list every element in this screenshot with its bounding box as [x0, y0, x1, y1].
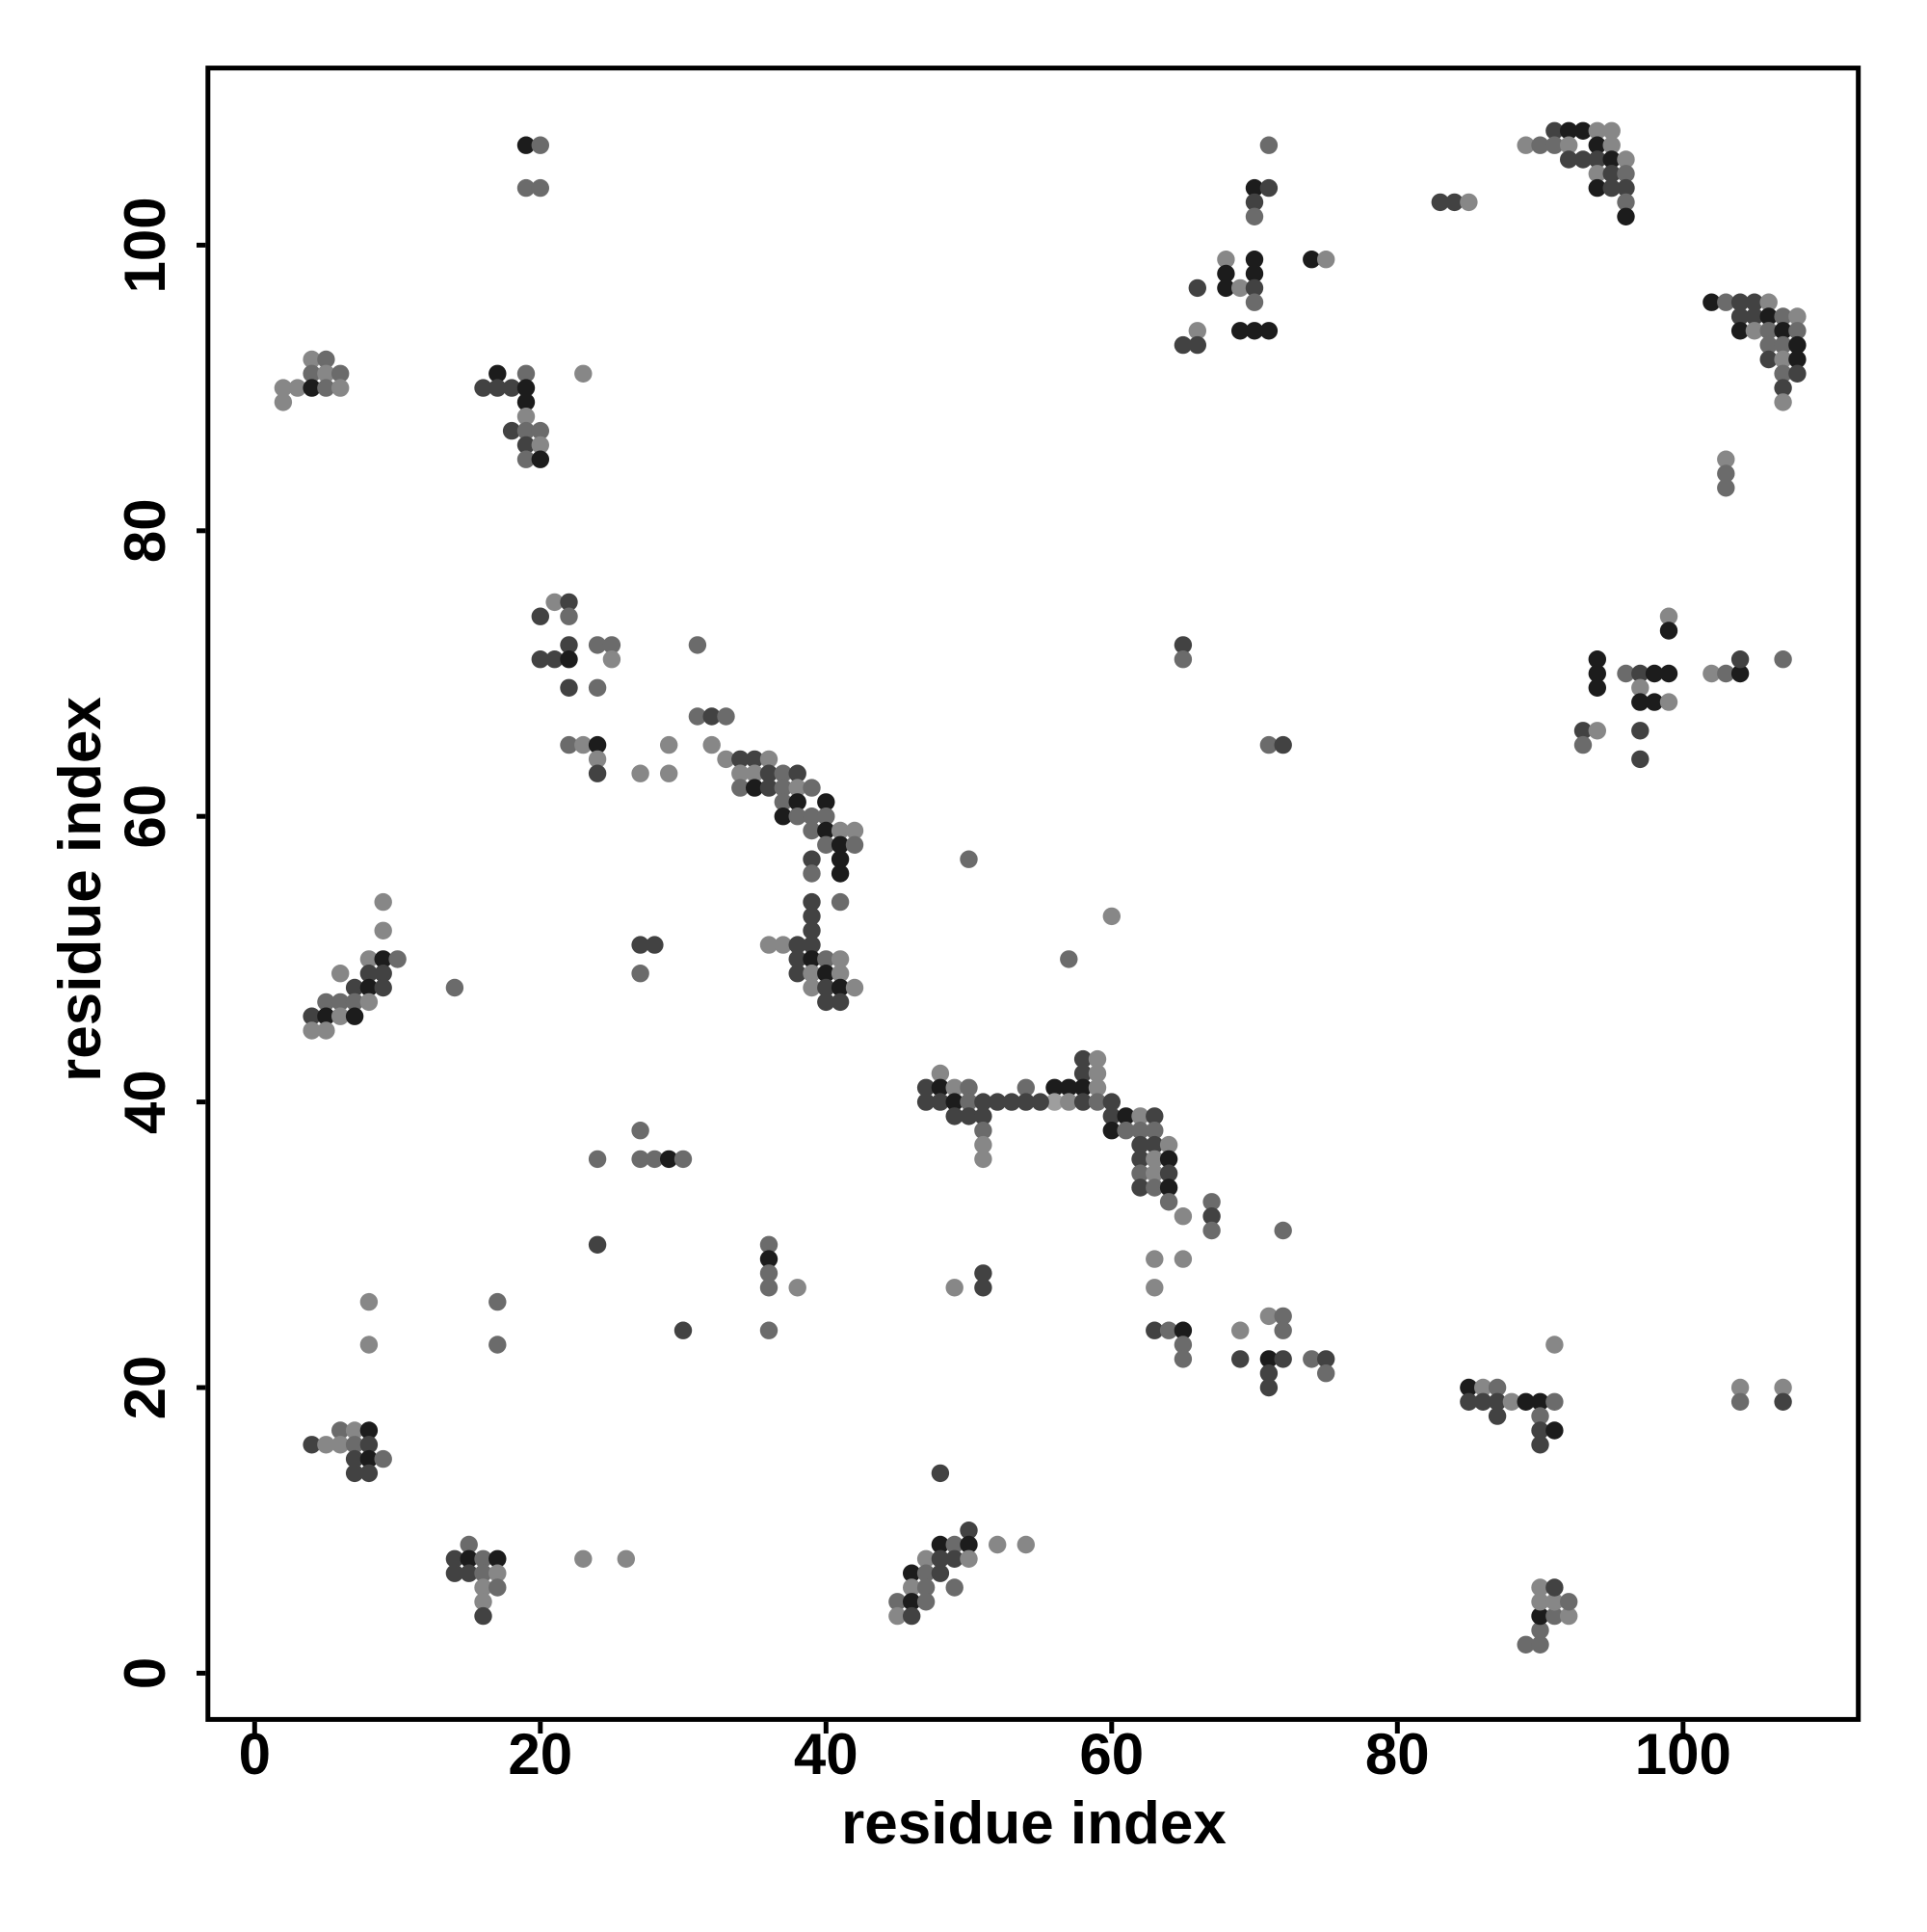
svg-text:60: 60 [1079, 1722, 1144, 1786]
svg-text:residue index: residue index [841, 1790, 1227, 1857]
svg-text:80: 80 [1365, 1722, 1430, 1786]
svg-text:residue index: residue index [47, 697, 114, 1082]
svg-text:60: 60 [113, 784, 177, 849]
svg-text:80: 80 [113, 498, 177, 563]
svg-text:0: 0 [113, 1657, 177, 1689]
svg-text:40: 40 [113, 1070, 177, 1134]
svg-text:40: 40 [794, 1722, 858, 1786]
svg-text:20: 20 [113, 1356, 177, 1420]
svg-text:20: 20 [508, 1722, 572, 1786]
svg-text:100: 100 [1635, 1722, 1731, 1786]
svg-text:100: 100 [113, 197, 177, 293]
svg-text:0: 0 [239, 1722, 271, 1786]
